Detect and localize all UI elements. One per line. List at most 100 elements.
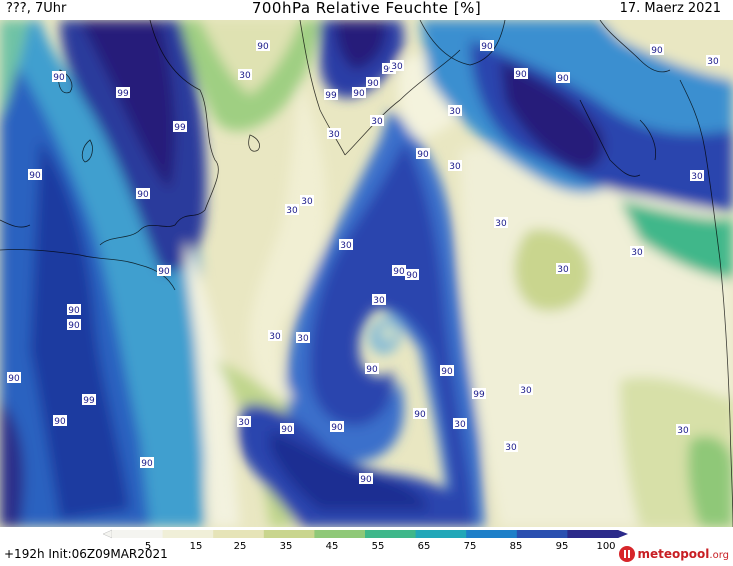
- svg-text:90: 90: [406, 271, 418, 281]
- svg-text:90: 90: [353, 89, 365, 99]
- colorbar-tick: 15: [189, 541, 203, 552]
- svg-text:30: 30: [371, 117, 383, 127]
- svg-text:30: 30: [301, 197, 313, 207]
- contour-label: 90: [52, 71, 66, 83]
- svg-text:30: 30: [691, 172, 703, 182]
- svg-text:30: 30: [328, 130, 340, 140]
- contour-label: 90: [366, 77, 380, 89]
- contour-label: 30: [676, 424, 690, 436]
- svg-text:99: 99: [383, 65, 395, 75]
- svg-text:90: 90: [651, 46, 663, 56]
- contour-label: 90: [416, 148, 430, 160]
- svg-text:90: 90: [29, 171, 41, 181]
- svg-text:90: 90: [515, 70, 527, 80]
- colorbar-tick: 35: [279, 541, 293, 552]
- svg-text:30: 30: [449, 107, 461, 117]
- svg-text:99: 99: [174, 123, 186, 133]
- contour-label: 90: [556, 72, 570, 84]
- colorbar-tick: 75: [463, 541, 477, 552]
- contour-label: 90: [256, 40, 270, 52]
- contour-label: 90: [352, 87, 366, 99]
- contour-label: 90: [650, 44, 664, 56]
- contour-label: 90: [392, 265, 406, 277]
- contour-label: 30: [690, 170, 704, 182]
- contour-label: 90: [413, 408, 427, 420]
- colorbar-tick: 95: [555, 541, 569, 552]
- logo-name: meteopool: [637, 547, 710, 561]
- contour-label: 30: [237, 416, 251, 428]
- colorbar-cell: [466, 530, 518, 538]
- svg-text:30: 30: [557, 265, 569, 275]
- contour-labels: 90 90 99 99 90 90 90 90 90 90 99 90 90 3…: [7, 40, 720, 485]
- logo-suffix: .org: [709, 550, 729, 561]
- svg-text:90: 90: [257, 42, 269, 52]
- contour-label: 30: [300, 195, 314, 207]
- colorbar-cell: [415, 530, 467, 538]
- colorbar-cell: [263, 530, 315, 538]
- contour-label: 30: [494, 217, 508, 229]
- svg-text:90: 90: [366, 365, 378, 375]
- contour-label: 90: [53, 415, 67, 427]
- contour-label: 90: [280, 423, 294, 435]
- forecast-time-label: ???, 7Uhr: [6, 1, 67, 16]
- colorbar-tick: 5: [144, 541, 152, 552]
- svg-text:90: 90: [68, 306, 80, 316]
- contour-label: 30: [339, 239, 353, 251]
- contour-label: 30: [390, 60, 404, 72]
- contour-label: 99: [173, 121, 187, 133]
- svg-text:90: 90: [54, 417, 66, 427]
- humidity-map: 90 90 99 99 90 90 90 90 90 90 99 90 90 3…: [0, 20, 733, 527]
- contour-label: 90: [514, 68, 528, 80]
- svg-text:99: 99: [325, 91, 337, 101]
- contour-label: 30: [519, 384, 533, 396]
- contour-label: 90: [136, 188, 150, 200]
- svg-text:90: 90: [158, 267, 170, 277]
- contour-label: 90: [359, 473, 373, 485]
- svg-text:99: 99: [117, 89, 129, 99]
- svg-text:90: 90: [141, 459, 153, 469]
- contour-label: 90: [330, 421, 344, 433]
- svg-text:30: 30: [391, 62, 403, 72]
- contour-label: 90: [405, 269, 419, 281]
- svg-text:30: 30: [495, 219, 507, 229]
- svg-text:99: 99: [83, 396, 95, 406]
- contour-label: 30: [370, 115, 384, 127]
- contour-label: 90: [440, 365, 454, 377]
- coastlines: [0, 20, 733, 527]
- contour-label: 30: [372, 294, 386, 306]
- contour-label: 30: [453, 418, 467, 430]
- svg-text:30: 30: [239, 71, 251, 81]
- svg-text:30: 30: [505, 443, 517, 453]
- colorbar-tick: 55: [371, 541, 385, 552]
- colorbar-cell: [567, 530, 619, 538]
- contour-label: 30: [556, 263, 570, 275]
- svg-text:99: 99: [473, 390, 485, 400]
- svg-text:30: 30: [631, 248, 643, 258]
- contour-label: 99: [382, 63, 396, 75]
- svg-text:90: 90: [360, 475, 372, 485]
- svg-text:30: 30: [707, 57, 719, 67]
- svg-text:30: 30: [449, 162, 461, 172]
- contour-label: 99: [472, 388, 486, 400]
- svg-text:90: 90: [393, 267, 405, 277]
- map-title: 700hPa Relative Feuchte [%]: [251, 0, 482, 17]
- colorbar-cell: [365, 530, 417, 538]
- colorbar-cell: [213, 530, 265, 538]
- contour-label: 30: [238, 69, 252, 81]
- svg-text:90: 90: [281, 425, 293, 435]
- contour-label: 90: [140, 457, 154, 469]
- svg-text:30: 30: [269, 332, 281, 342]
- contour-label: 90: [7, 372, 21, 384]
- svg-text:90: 90: [8, 374, 20, 384]
- meteopool-icon: [619, 546, 636, 562]
- contour-label: 90: [157, 265, 171, 277]
- contour-label: 30: [630, 246, 644, 258]
- svg-text:90: 90: [53, 73, 65, 83]
- colorbar-tick: 100: [596, 541, 616, 552]
- valid-date: 17. Maerz 2021: [619, 1, 721, 16]
- contour-label: 30: [296, 332, 310, 344]
- contour-label: 30: [504, 441, 518, 453]
- svg-text:90: 90: [557, 74, 569, 84]
- contour-label: 30: [706, 55, 720, 67]
- meteopool-logo[interactable]: meteopool.org: [619, 545, 729, 563]
